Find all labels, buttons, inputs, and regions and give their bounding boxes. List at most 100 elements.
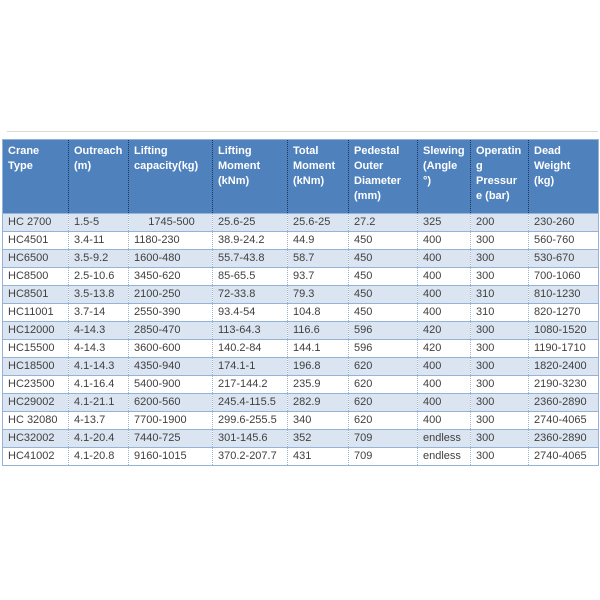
table-cell: 450 <box>348 249 418 268</box>
table-row: HC 32080 4-13.7 7700-1900 299.6-255.5 340 620… <box>2 411 599 430</box>
table-cell: 9160-1015 <box>128 447 213 466</box>
table-cell: 3.7-14 <box>68 303 129 322</box>
table-cell: 2740-4065 <box>528 447 599 466</box>
table-cell: 450 <box>348 303 418 322</box>
table-cell: 450 <box>348 231 418 250</box>
table-cell: 300 <box>470 429 529 448</box>
table-cell: 450 <box>348 285 418 304</box>
table-cell: 230-260 <box>528 213 599 232</box>
table-cell: 400 <box>417 231 471 250</box>
table-cell: 174.1-1 <box>212 357 288 376</box>
table-cell: 620 <box>348 357 418 376</box>
table-cell: 4-14.3 <box>68 339 129 358</box>
table-cell: 420 <box>417 339 471 358</box>
table-body: HC 2700 1.5-5 1745-500 25.6-25 25.6-25 27.2 32… <box>2 213 599 466</box>
table-cell: 300 <box>470 249 529 268</box>
page-separator-line <box>7 131 598 132</box>
table-cell: 235.9 <box>287 375 349 394</box>
table-cell: HC15500 <box>2 339 69 358</box>
table-cell: 7440-725 <box>128 429 213 448</box>
table-cell: 620 <box>348 375 418 394</box>
table-cell: 5400-900 <box>128 375 213 394</box>
table-cell: 820-1270 <box>528 303 599 322</box>
table-cell: 7700-1900 <box>128 411 213 430</box>
table-cell: 709 <box>348 447 418 466</box>
table-cell: HC12000 <box>2 321 69 340</box>
table-header: Crane Type Outreach (m) Lifting capacity… <box>2 139 599 214</box>
column-header-total-moment: Total Moment (kNm) <box>287 139 349 214</box>
table-cell: 300 <box>470 267 529 286</box>
table-row: HC41002 4.1-20.8 9160-1015 370.2-207.7 431 70… <box>2 447 599 466</box>
table-cell: 85-65.5 <box>212 267 288 286</box>
table-cell: 1600-480 <box>128 249 213 268</box>
table-cell: 2360-2890 <box>528 429 599 448</box>
table-cell: 1180-230 <box>128 231 213 250</box>
table-cell: 2740-4065 <box>528 411 599 430</box>
table-cell: 400 <box>417 303 471 322</box>
table-cell: 300 <box>470 357 529 376</box>
table-cell: 450 <box>348 267 418 286</box>
table-cell: HC11001 <box>2 303 69 322</box>
table-cell: 3.4-11 <box>68 231 129 250</box>
table-cell: 25.6-25 <box>287 213 349 232</box>
table-cell: 3450-620 <box>128 267 213 286</box>
table-cell: 4350-940 <box>128 357 213 376</box>
table-row: HC18500 4.1-14.3 4350-940 174.1-1 196.8 620 40… <box>2 357 599 376</box>
table-cell: 300 <box>470 447 529 466</box>
table-cell: 282.9 <box>287 393 349 412</box>
table-cell: 4.1-14.3 <box>68 357 129 376</box>
table-cell: 200 <box>470 213 529 232</box>
table-cell: 93.7 <box>287 267 349 286</box>
table-row: HC15500 4-14.3 3600-600 140.2-84 144.1 596 420… <box>2 339 599 358</box>
table-cell: 300 <box>470 393 529 412</box>
table-cell: 6200-560 <box>128 393 213 412</box>
table-cell: 810-1230 <box>528 285 599 304</box>
table-cell: 27.2 <box>348 213 418 232</box>
table-cell: 2.5-10.6 <box>68 267 129 286</box>
column-header-pedestal-diameter: Pedestal Outer Diameter (mm) <box>348 139 418 214</box>
table-cell: 2850-470 <box>128 321 213 340</box>
table-cell: 4-14.3 <box>68 321 129 340</box>
column-header-outreach: Outreach (m) <box>68 139 129 214</box>
table-cell: 38.9-24.2 <box>212 231 288 250</box>
table-cell: 44.9 <box>287 231 349 250</box>
table-cell: 1.5-5 <box>68 213 129 232</box>
table-cell: 400 <box>417 375 471 394</box>
table-cell: 2550-390 <box>128 303 213 322</box>
table-row: HC6500 3.5-9.2 1600-480 55.7-43.8 58.7 450 400… <box>2 249 599 268</box>
table-cell: 596 <box>348 339 418 358</box>
table-cell: 25.6-25 <box>212 213 288 232</box>
table-cell: 709 <box>348 429 418 448</box>
table-cell: 93.4-54 <box>212 303 288 322</box>
table-cell: HC4501 <box>2 231 69 250</box>
table-cell: 400 <box>417 249 471 268</box>
table-cell: HC 2700 <box>2 213 69 232</box>
table-cell: 400 <box>417 267 471 286</box>
table-row: HC29002 4.1-21.1 6200-560 245.4-115.5 282.9 6… <box>2 393 599 412</box>
table-cell: 301-145.6 <box>212 429 288 448</box>
table-cell: 370.2-207.7 <box>212 447 288 466</box>
table-cell: 300 <box>470 411 529 430</box>
table-cell: 310 <box>470 303 529 322</box>
table-cell: HC8500 <box>2 267 69 286</box>
table-cell: HC29002 <box>2 393 69 412</box>
table-cell: HC18500 <box>2 357 69 376</box>
table-cell: 299.6-255.5 <box>212 411 288 430</box>
table-cell: 4-13.7 <box>68 411 129 430</box>
table-cell: 300 <box>470 339 529 358</box>
table-cell: endless <box>417 429 471 448</box>
table-cell: HC6500 <box>2 249 69 268</box>
table-cell: 3.5-9.2 <box>68 249 129 268</box>
table-cell: 400 <box>417 393 471 412</box>
column-header-operating-pressure: Operating Pressure (bar) <box>470 139 529 214</box>
table-cell: 352 <box>287 429 349 448</box>
table-cell: 310 <box>470 285 529 304</box>
table-cell: 400 <box>417 285 471 304</box>
table-cell: 4.1-16.4 <box>68 375 129 394</box>
table-cell: 58.7 <box>287 249 349 268</box>
table-cell: 4.1-21.1 <box>68 393 129 412</box>
table-cell: 2100-250 <box>128 285 213 304</box>
table-cell: 1080-1520 <box>528 321 599 340</box>
table-cell: 560-760 <box>528 231 599 250</box>
